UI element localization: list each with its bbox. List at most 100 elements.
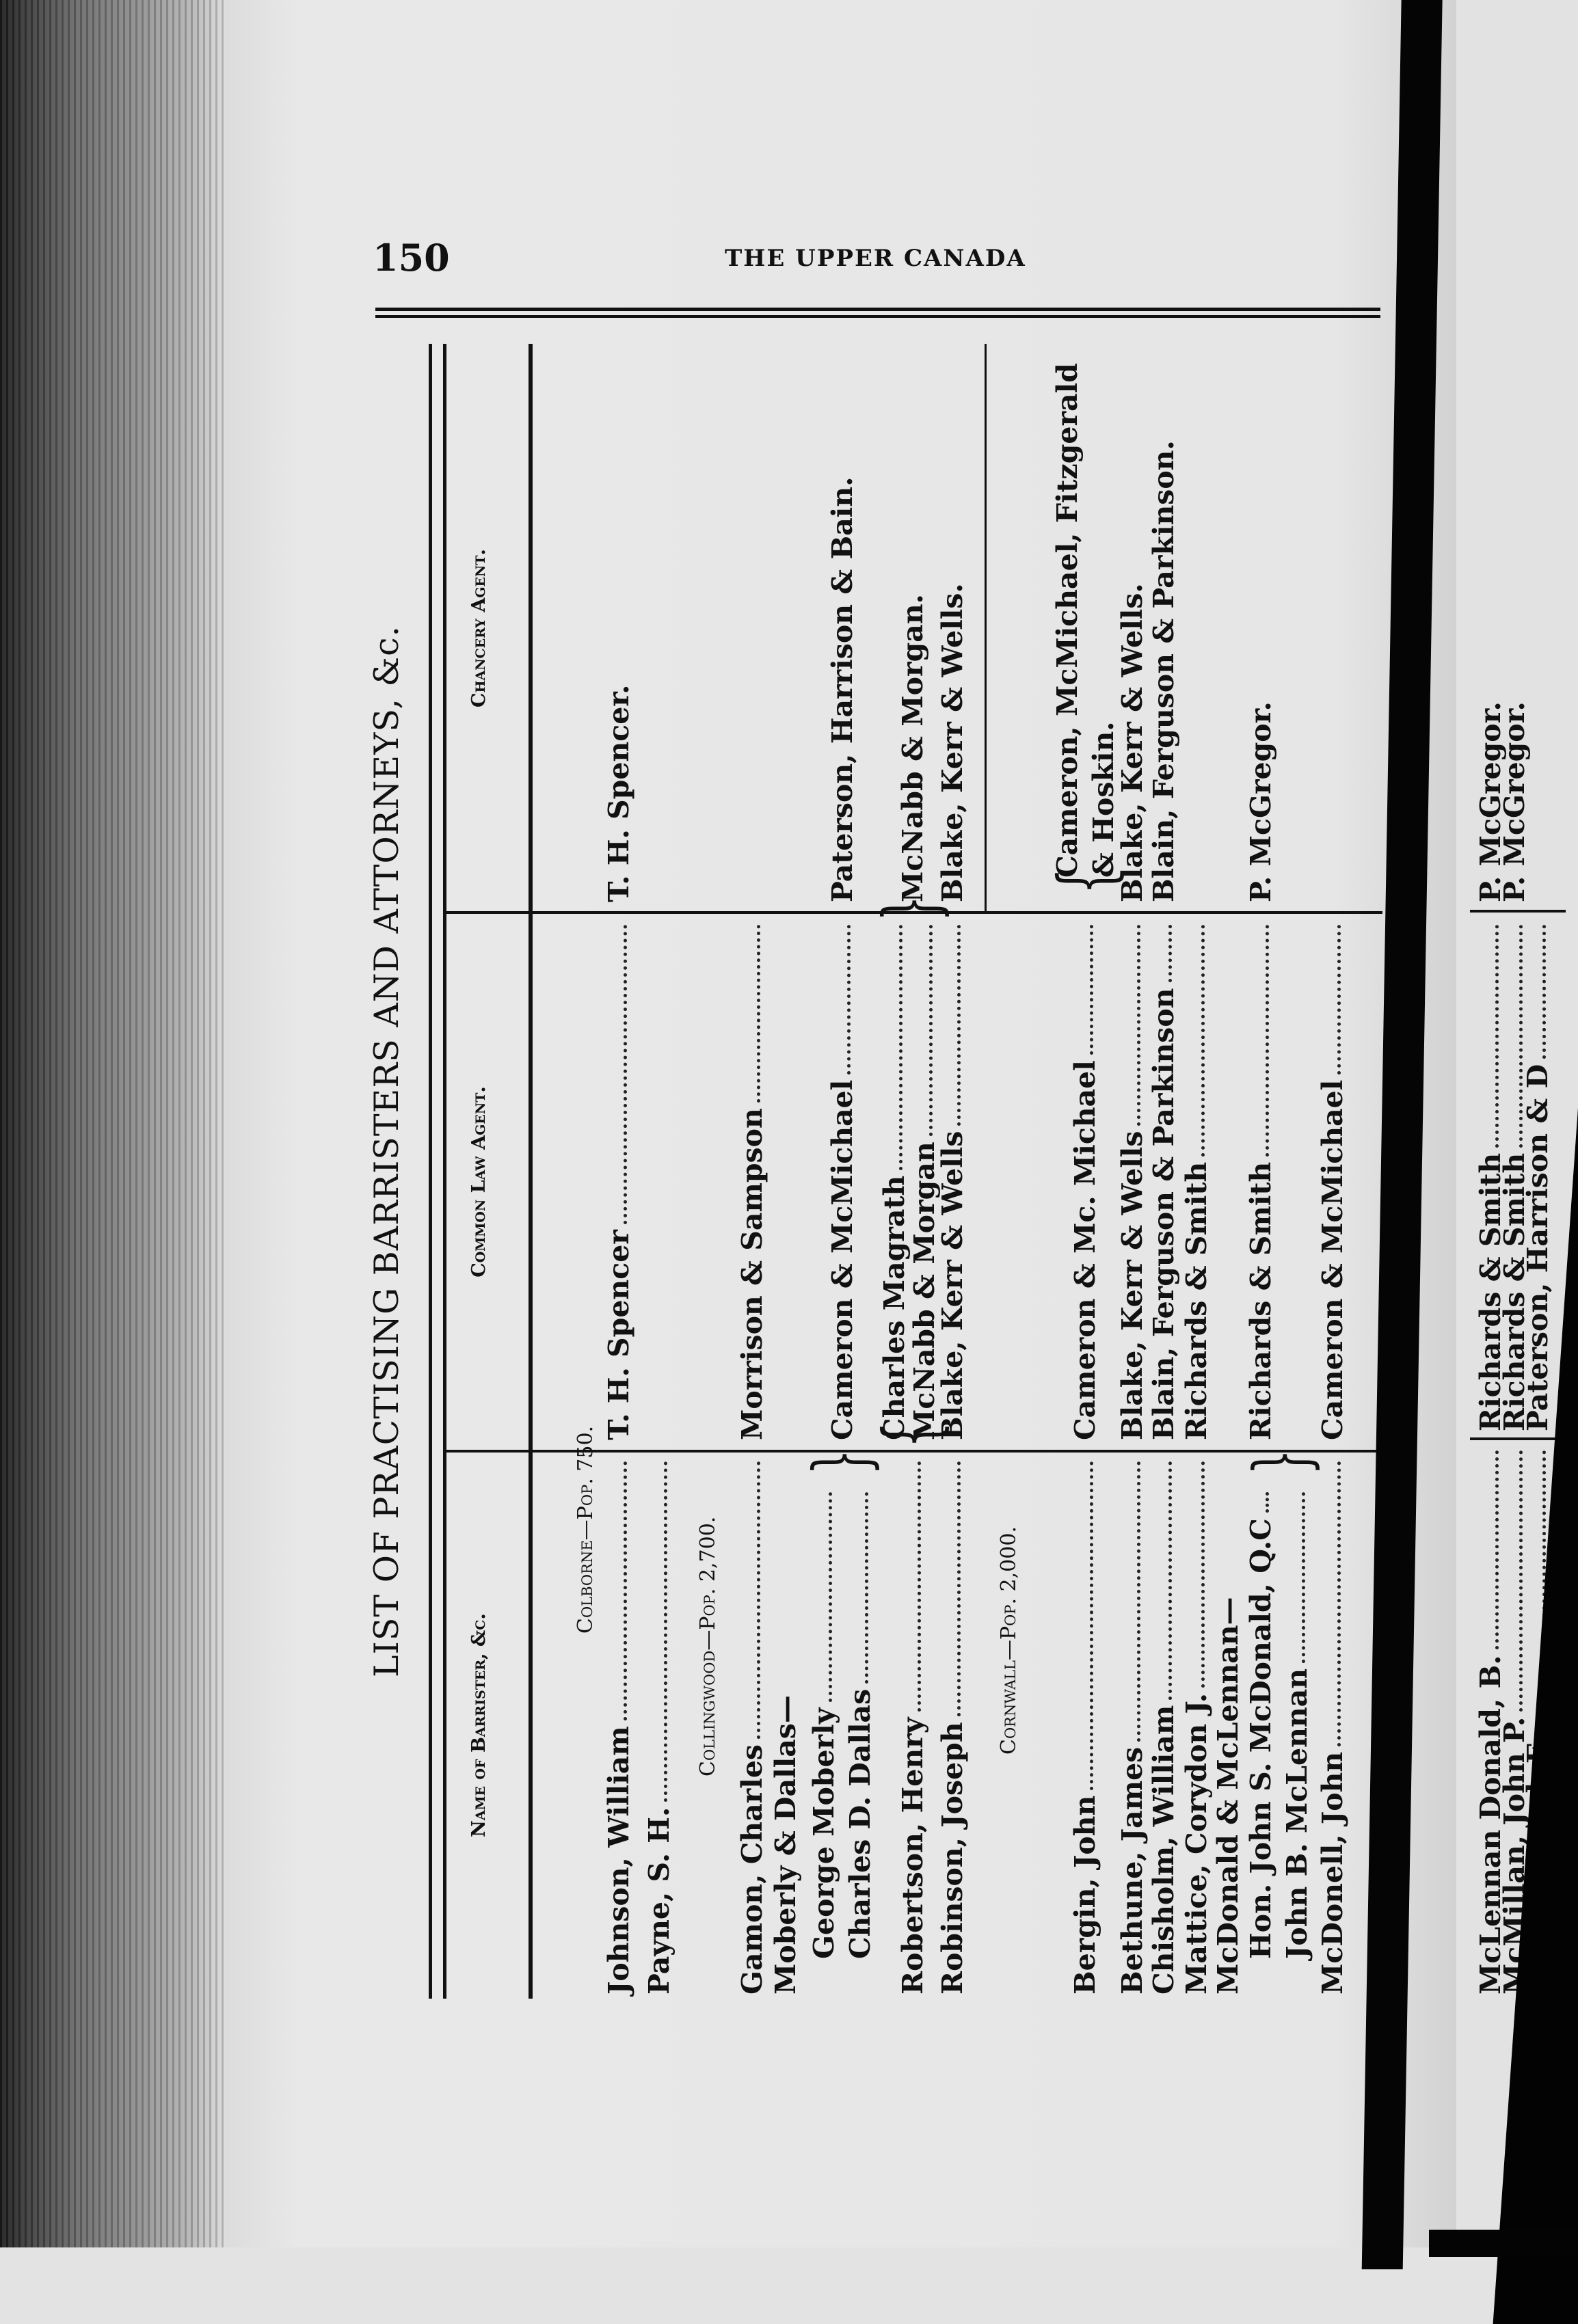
cell-text: Blain, Ferguson & Parkinson.: [1147, 440, 1180, 902]
cell-text: Hon. John S. McDonald, Q.C: [1244, 1518, 1277, 1959]
cell-text: Charles D. Dallas: [844, 1688, 877, 1959]
common-law-agent: Richards & Smith: [1244, 922, 1277, 1440]
book-page-edges: [0, 0, 226, 2247]
scan-shadow: [1429, 2230, 1578, 2257]
cell-text: Payne, S. H.: [643, 1807, 676, 1995]
table-top-border: [443, 344, 446, 1999]
dot-leader: [736, 925, 760, 1103]
chancery-agent: Blake, Kerr & Wells.: [1116, 583, 1149, 902]
dot-leader: [1316, 1461, 1341, 1746]
barrister-name: Gamon, Charles: [736, 1459, 768, 1995]
common-law-agent: T. H. Spencer: [602, 922, 635, 1440]
barrister-name: John B. McLennan: [1281, 1489, 1313, 1959]
cell-text: Chisholm, William: [1147, 1705, 1180, 1995]
cell-text: Morrison & Sampson: [736, 1108, 768, 1440]
dot-leader: [643, 1461, 667, 1802]
cell-text: Moberly & Dallas—: [769, 1695, 802, 1995]
barrister-name: Charles D. Dallas: [844, 1489, 877, 1959]
common-law-agent: Cameron & McMichael: [826, 922, 859, 1440]
column-header-common-law-agent: Common Law Agent.: [468, 1086, 490, 1278]
cell-text: Blain, Ferguson & Parkinson: [1147, 988, 1180, 1441]
dot-leader: [1244, 925, 1269, 1157]
cell-text: Richards & Smith: [1244, 1161, 1277, 1440]
dot-leader: [807, 1492, 832, 1703]
dot-leader: [908, 925, 933, 1137]
dot-leader: [1069, 925, 1093, 1055]
barrister-name: Payne, S. H.: [643, 1459, 676, 1995]
column-header-chancery-agent: Chancery Agent.: [468, 549, 490, 707]
chancery-agent: Blake, Kerr & Wells.: [936, 583, 969, 902]
column-header-name: Name of Barrister, &c.: [468, 1613, 490, 1837]
dot-leader: [1244, 1492, 1269, 1513]
dot-leader: [1180, 1461, 1205, 1688]
cell-text: Mattice, Corydon J.: [1180, 1693, 1213, 1995]
common-law-agent: Cameron & Mc. Michael: [1069, 922, 1101, 1440]
cell-text: Cameron, McMichael, Fitzgerald: [1051, 363, 1084, 878]
barrister-name: George Moberly: [807, 1489, 840, 1959]
dot-leader: [936, 925, 961, 1126]
common-law-agent: Blain, Ferguson & Parkinson: [1147, 922, 1180, 1440]
header-bottom-border: [529, 344, 533, 1999]
cell-text: Blake, Kerr & Wells: [936, 1131, 969, 1440]
cell-text: P. McGregor.: [1244, 701, 1277, 902]
common-law-agent: Blake, Kerr & Wells: [936, 922, 969, 1440]
cell-text: Bergin, John: [1069, 1795, 1101, 1995]
barrister-name: McDonell, John: [1316, 1459, 1349, 1995]
chancery-agent: Paterson, Harrison & Bain.: [826, 477, 859, 902]
dot-leader: [1281, 1492, 1305, 1663]
barrister-name: Johnson, William: [602, 1459, 635, 1995]
chancery-agent: P. McGregor.: [1498, 701, 1531, 902]
brace: }: [797, 1448, 885, 1476]
cell-text: Cameron & Mc. Michael: [1069, 1060, 1101, 1440]
cell-text: Blake, Kerr & Wells: [1116, 1131, 1149, 1440]
cell-text: McDonell, John: [1316, 1751, 1349, 1995]
header-rule: [375, 308, 1380, 311]
dot-leader: [1498, 1450, 1523, 1712]
barrister-name: McDonald & McLennan—: [1212, 1597, 1244, 1995]
column-divider: [1470, 1437, 1566, 1440]
cell-text: McDonald & McLennan—: [1212, 1597, 1244, 1995]
cell-text: T. H. Spencer: [602, 1230, 635, 1440]
cell-text: Blake, Kerr & Wells.: [936, 583, 969, 902]
brace: {: [1042, 867, 1129, 895]
dot-leader: [602, 925, 627, 1225]
cell-text: & Hoskin.: [1087, 721, 1120, 878]
cell-text: Cameron & McMichael: [1316, 1079, 1349, 1440]
dot-leader: [1147, 925, 1172, 983]
cell-text: Blake, Kerr & Wells.: [1116, 583, 1149, 902]
cell-text: Robinson, Joseph: [936, 1722, 969, 1995]
common-law-agent: Richards & Smith: [1180, 922, 1213, 1440]
cell-text: T. H. Spencer.: [602, 684, 635, 902]
header-rule: [375, 315, 1380, 318]
brace: {: [867, 1421, 954, 1448]
dot-leader: [1069, 1461, 1093, 1790]
barrister-name: Bergin, John: [1069, 1459, 1101, 1995]
page-number: 150: [373, 236, 450, 280]
chancery-agent: Blain, Ferguson & Parkinson.: [1147, 440, 1180, 902]
dot-leader: [1147, 1461, 1172, 1700]
town-section-header: Colborne—Pop. 750.: [574, 1425, 598, 1634]
chancery-agent: Cameron, McMichael, Fitzgerald: [1051, 363, 1084, 878]
cell-text: Paterson, Harrison & D: [1521, 1064, 1554, 1431]
cell-text: Charles Magrath: [878, 1175, 911, 1440]
brace: }: [1238, 1448, 1325, 1476]
dot-leader: [878, 925, 902, 1170]
dot-leader: [1521, 925, 1546, 1059]
common-law-agent: Morrison & Sampson: [736, 922, 768, 1440]
dot-leader: [896, 1461, 921, 1712]
barrister-name: Hon. John S. McDonald, Q.C: [1244, 1489, 1277, 1959]
town-section-header: Cornwall—Pop. 2,000.: [997, 1526, 1021, 1755]
chancery-agent: T. H. Spencer.: [602, 685, 635, 902]
dot-leader: [844, 1492, 868, 1684]
chancery-agent: & Hoskin.: [1087, 721, 1120, 878]
brace: }: [867, 895, 954, 922]
barrister-name: Robertson, Henry: [896, 1459, 929, 1995]
dot-leader: [602, 1461, 627, 1721]
dot-leader: [1180, 925, 1205, 1157]
dot-leader: [1474, 925, 1499, 1148]
dot-leader: [936, 1461, 961, 1717]
chancery-agent: P. McGregor.: [1244, 701, 1277, 902]
running-title: THE UPPER CANADA: [725, 245, 1026, 272]
column-divider: [1470, 910, 1566, 913]
common-law-agent: Cameron & McMichael: [1316, 922, 1349, 1440]
